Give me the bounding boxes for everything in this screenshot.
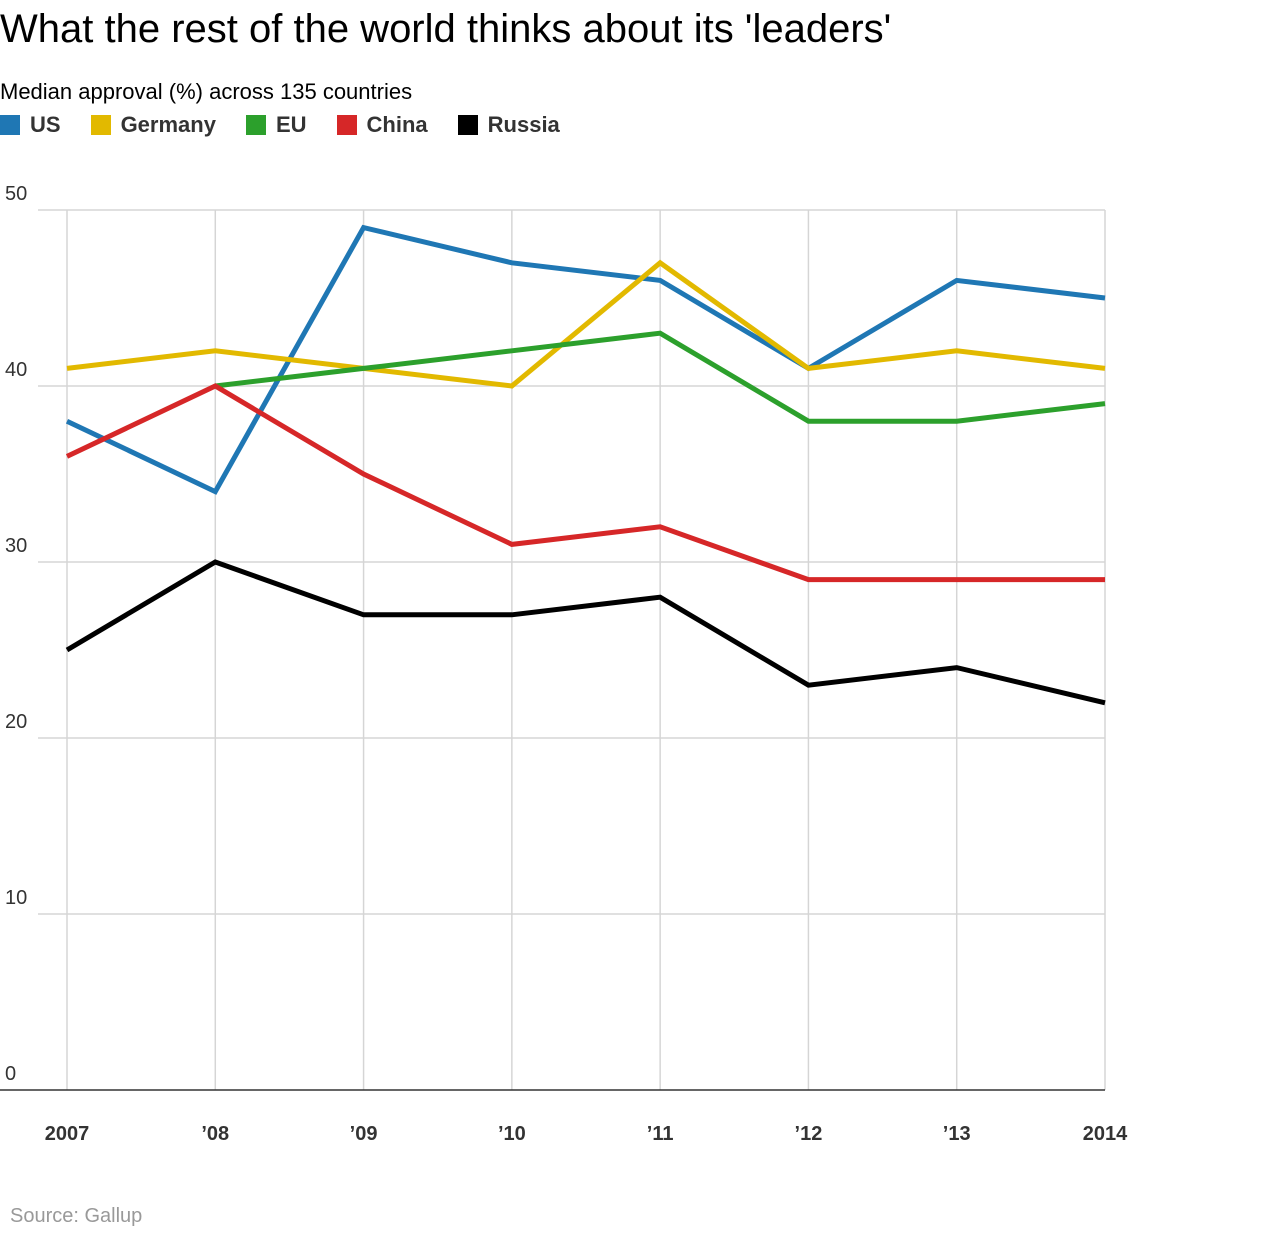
legend-label: US bbox=[30, 112, 61, 137]
legend-swatch bbox=[336, 115, 357, 135]
legend-item-russia: Russia bbox=[457, 112, 560, 138]
legend-label: EU bbox=[275, 112, 307, 137]
chart-title: What the rest of the world thinks about … bbox=[0, 7, 892, 51]
series-line-us bbox=[65, 224, 1106, 495]
x-tick-label: ’13 bbox=[943, 1123, 971, 1145]
y-tick-label: 0 bbox=[5, 1063, 16, 1085]
source-note: Source: Gallup bbox=[10, 1205, 143, 1227]
legend-swatch bbox=[245, 115, 266, 135]
legend-item-germany: Germany bbox=[90, 112, 216, 138]
series-line-germany bbox=[66, 259, 1106, 389]
legend-item-us: US bbox=[0, 112, 61, 138]
x-tick-label: ’12 bbox=[795, 1123, 823, 1145]
legend-swatch bbox=[0, 115, 20, 135]
legend-label: Germany bbox=[120, 112, 216, 137]
x-tick-label: ’08 bbox=[201, 1123, 229, 1145]
series-line-china bbox=[65, 383, 1105, 583]
legend-label: China bbox=[366, 112, 428, 137]
x-tick-label: 2007 bbox=[45, 1123, 90, 1145]
legend-swatch bbox=[90, 115, 111, 135]
legend-item-china: China bbox=[336, 112, 428, 138]
y-tick-label: 20 bbox=[5, 711, 27, 733]
chart-subtitle: Median approval (%) across 135 countries bbox=[0, 79, 413, 104]
x-tick-label: ’11 bbox=[647, 1123, 674, 1145]
x-tick-label: 2014 bbox=[1083, 1123, 1128, 1145]
y-tick-label: 30 bbox=[5, 535, 27, 557]
y-tick-label: 40 bbox=[5, 359, 27, 381]
y-tick-label: 10 bbox=[5, 887, 27, 909]
legend-label: Russia bbox=[487, 112, 560, 137]
y-tick-label: 50 bbox=[5, 183, 27, 205]
x-tick-label: ’09 bbox=[350, 1123, 378, 1145]
x-tick-label: ’10 bbox=[498, 1123, 526, 1145]
legend: US Germany EU China Russia bbox=[0, 112, 590, 138]
series-line-russia bbox=[65, 559, 1106, 706]
legend-swatch bbox=[457, 115, 478, 135]
legend-item-eu: EU bbox=[245, 112, 307, 138]
